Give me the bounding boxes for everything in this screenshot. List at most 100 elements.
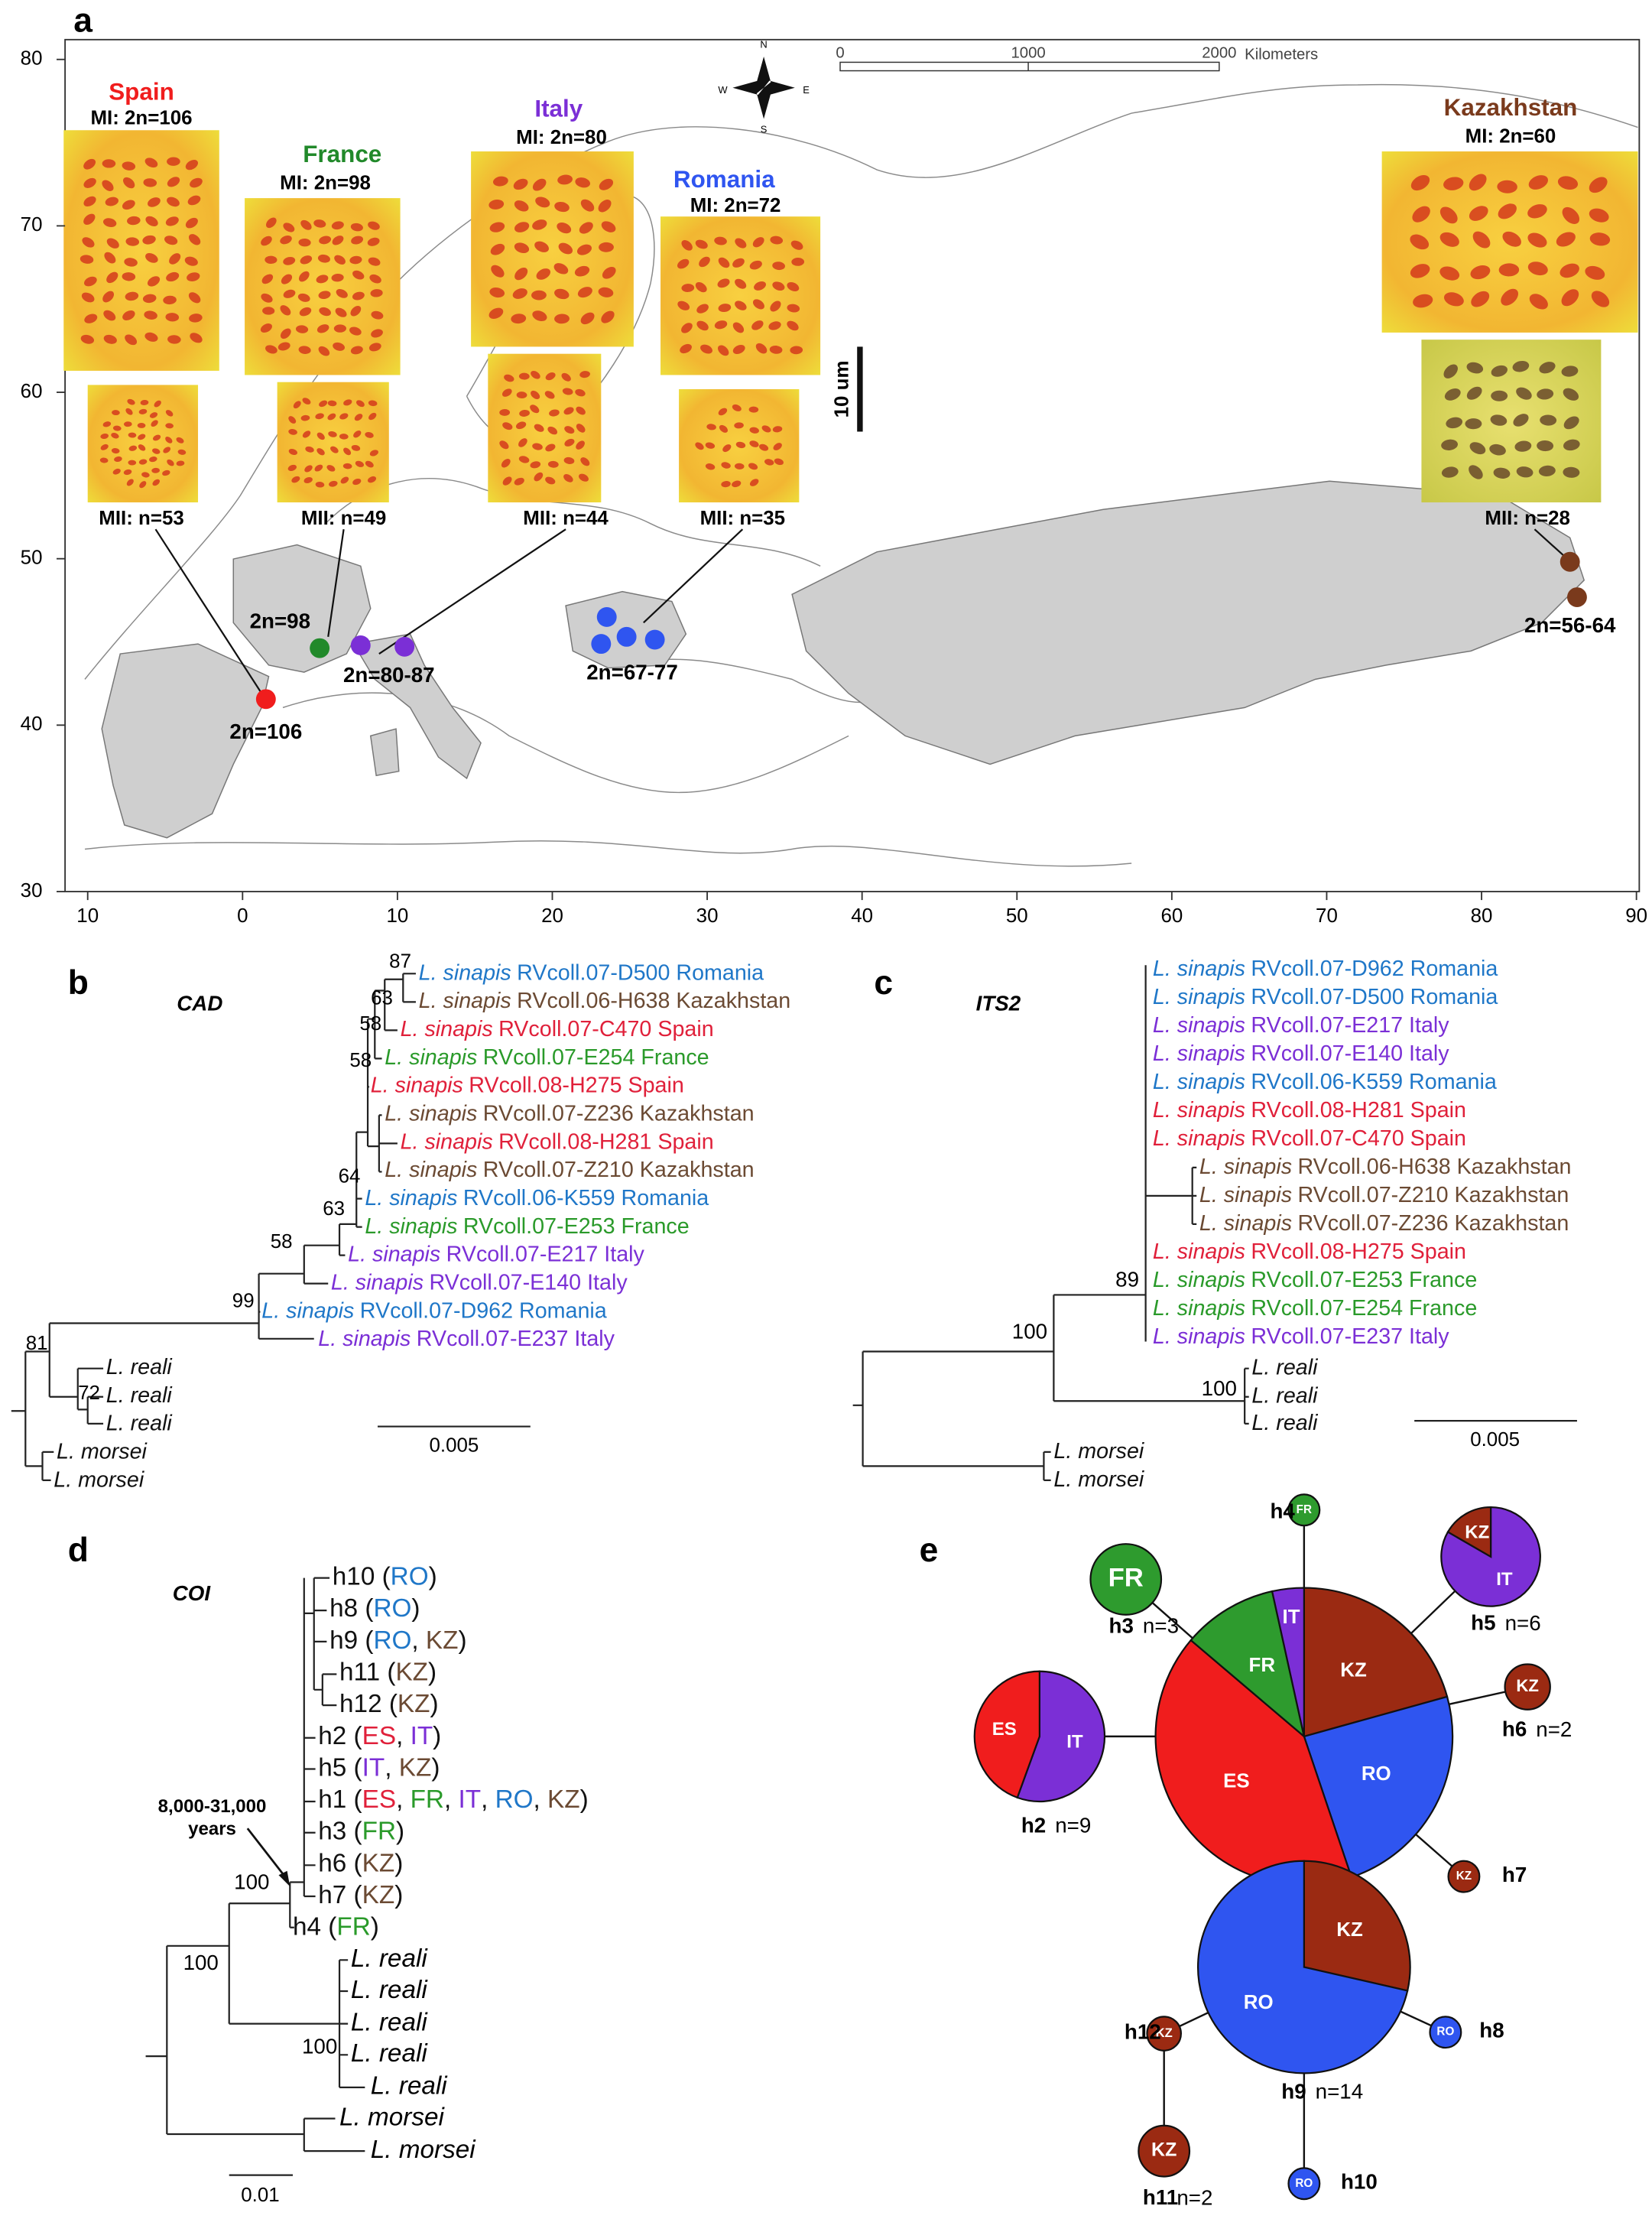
leader-line: [378, 528, 566, 655]
chromosome: [177, 449, 187, 455]
tip-part: ): [429, 1562, 437, 1590]
chromosome: [532, 219, 547, 230]
haplotype-name: h6: [1502, 1717, 1527, 1741]
chromosome: [530, 404, 540, 414]
species: L. sinapis: [1199, 1210, 1292, 1235]
chromosome: [303, 477, 313, 483]
support-value: 89: [1115, 1267, 1139, 1291]
pie-slice: [1146, 2016, 1183, 2052]
chromosome: [83, 158, 96, 170]
scale-label: 0.01: [241, 2185, 279, 2206]
micro-scale-label: 10 um: [832, 361, 853, 418]
tip-part: IT: [362, 1753, 385, 1782]
chromosome: [511, 314, 527, 324]
compass: [732, 57, 795, 119]
chromosome: [696, 304, 709, 314]
chromosome: [1466, 362, 1484, 374]
chromosome: [122, 200, 135, 210]
chromosome: [1516, 387, 1532, 400]
slice-label: IT: [1283, 1607, 1300, 1628]
tip-label: L. sinapis RVcoll.07-E254 France: [385, 1045, 709, 1069]
chromosome: [103, 310, 116, 321]
chromosome: [1501, 288, 1518, 306]
haplotype-label: h9: [1281, 2080, 1306, 2104]
chromosome: [1561, 289, 1579, 307]
chromosome: [531, 290, 547, 301]
species: L. reali: [106, 1382, 174, 1407]
chromosome: [102, 421, 112, 427]
slice-label: FR: [1108, 1564, 1144, 1593]
haplotype-tip: h6 (KZ): [318, 1849, 403, 1877]
chromosome: [732, 480, 742, 488]
field-count-label: 2n=98: [250, 609, 310, 633]
chromosome: [1446, 417, 1463, 429]
country-label: Spain: [109, 78, 174, 105]
annotation: 8,000-31,000: [158, 1796, 267, 1817]
chromosome: [576, 406, 586, 415]
mii-label: MII: n=35: [700, 508, 785, 529]
support-value: 64: [339, 1166, 361, 1187]
haplotype-label: h4: [1270, 1499, 1295, 1523]
chromosome: [677, 301, 690, 310]
tip-part: ): [431, 1753, 440, 1782]
chromosome: [368, 257, 381, 266]
pie-slice: [1271, 1587, 1305, 1737]
species: L. sinapis: [385, 1045, 477, 1069]
leader-line: [327, 529, 345, 638]
tip-part: h3 (: [318, 1818, 362, 1846]
chromosome: [128, 445, 138, 451]
chromosome: [316, 448, 325, 456]
chromosome: [1563, 416, 1579, 430]
chromosome: [151, 420, 158, 427]
specimen: RVcoll.07-E217 Italy: [446, 1242, 645, 1266]
tip-label: L. morsei: [54, 1467, 145, 1492]
chromosome: [123, 177, 135, 189]
haplotype-tip: h11 (KZ): [339, 1658, 437, 1686]
chromosome: [1469, 465, 1483, 479]
haplotype-name: h9: [1281, 2080, 1306, 2104]
chromosome: [280, 305, 291, 316]
chromosome: [602, 267, 616, 279]
species: L. morsei: [57, 1439, 148, 1464]
chromosome: [84, 314, 98, 323]
support-value: 99: [232, 1291, 255, 1312]
sample-site: [310, 638, 330, 658]
tip-label: L. morsei: [1053, 1467, 1145, 1491]
chromosome: [371, 310, 384, 320]
tip-label: L. sinapis RVcoll.07-C470 Spain: [401, 1017, 714, 1041]
species: L. reali: [1251, 1410, 1319, 1434]
species: L. sinapis: [419, 960, 511, 985]
chromosome: [122, 310, 135, 320]
x-tick-label: 80: [1471, 905, 1493, 927]
chromosome: [721, 462, 731, 469]
specimen: RVcoll.08-H275 Spain: [1251, 1239, 1466, 1264]
chromosome: [287, 464, 297, 471]
chromosome: [162, 469, 170, 476]
tip-label: L. sinapis RVcoll.07-Z236 Kazakhstan: [385, 1101, 754, 1126]
chromosome: [190, 177, 203, 188]
chromosome: [554, 201, 570, 213]
chromosome: [1410, 175, 1430, 191]
tip-label: L. sinapis RVcoll.07-Z236 Kazakhstan: [1199, 1210, 1569, 1235]
chromosome: [340, 476, 349, 484]
chromosome: [695, 282, 707, 293]
species: L. sinapis: [1153, 1324, 1245, 1349]
chromosome: [189, 234, 201, 245]
chromosome: [1497, 180, 1517, 193]
chromosome: [316, 324, 329, 333]
chromosome: [1556, 232, 1576, 247]
chromosome: [319, 400, 328, 408]
specimen: RVcoll.07-E254 France: [1251, 1296, 1477, 1321]
leader-line: [154, 528, 263, 694]
chromosome: [518, 438, 527, 447]
specimen: RVcoll.07-Z210 Kazakhstan: [483, 1158, 755, 1182]
slice-label: RO: [1295, 2177, 1313, 2190]
chromosome: [102, 180, 114, 191]
chromosome: [734, 422, 744, 429]
chromosome: [1444, 292, 1464, 307]
haplotype-label: h10: [1341, 2170, 1378, 2194]
specimen: RVcoll.07-C470 Spain: [1251, 1126, 1466, 1150]
chromosome: [315, 481, 325, 488]
chromosome: [111, 448, 120, 454]
slice-label: KZ: [1516, 1676, 1539, 1695]
